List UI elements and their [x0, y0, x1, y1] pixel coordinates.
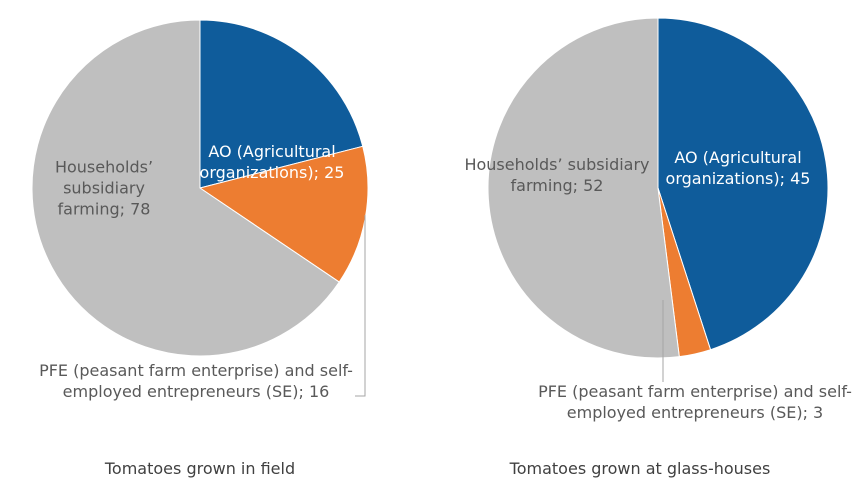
- data-label: AO (Agricultural organizations); 45: [665, 148, 811, 188]
- pie-slice: [31, 19, 340, 357]
- pie-slice: [198, 145, 369, 283]
- pie-slice: [487, 17, 680, 359]
- leader-line: [355, 215, 366, 397]
- chart-title: Tomatoes grown in field: [104, 459, 296, 478]
- data-label: PFE (peasant farm enterprise) and self-e…: [538, 382, 852, 422]
- data-label: PFE (peasant farm enterprise) and self-e…: [39, 361, 353, 401]
- data-label: AO (Agricultural organizations); 25: [199, 142, 345, 182]
- data-label: Households’ subsidiary farming; 52: [464, 155, 650, 195]
- pie-slice: [199, 19, 364, 189]
- data-label: Households’ subsidiary farming; 78: [54, 157, 154, 219]
- pie-slice: [657, 17, 829, 351]
- chart-title: Tomatoes grown at glass-houses: [509, 459, 771, 478]
